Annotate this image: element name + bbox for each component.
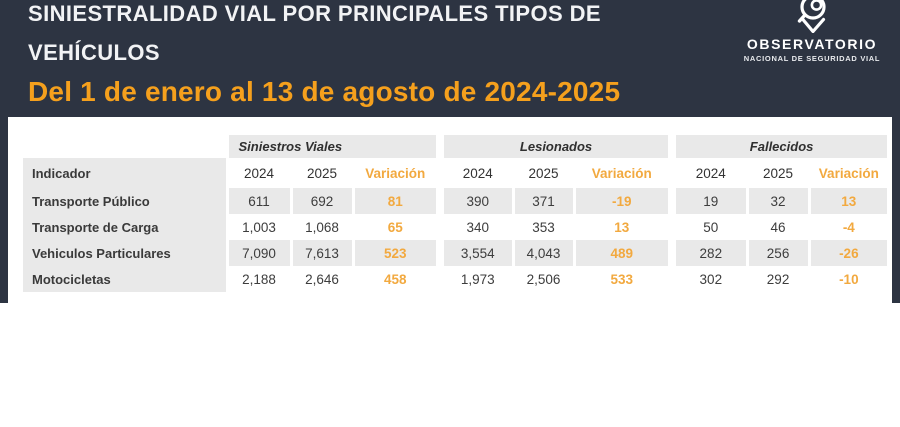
- col-header-variacion: Variación: [572, 158, 673, 188]
- col-header-2024: 2024: [436, 158, 514, 188]
- table-cell: 390: [436, 188, 514, 214]
- group-header-fallecidos: Fallecidos: [668, 135, 888, 158]
- col-header-2025: 2025: [511, 158, 575, 188]
- row-header-indicador: Indicador: [23, 158, 227, 188]
- table-cell: 4,043: [511, 240, 575, 266]
- row-label: Motocicletas: [23, 266, 227, 292]
- row-label: Vehiculos Particulares: [23, 240, 227, 266]
- table-cell: 611: [225, 188, 291, 214]
- date-range-subtitle: Del 1 de enero al 13 de agosto de 2024-2…: [28, 76, 621, 107]
- table-row-vehiculos-particulares: Vehiculos Particulares 7,090 7,613 523 3…: [23, 240, 888, 266]
- magnifier-pin-icon: [737, 0, 887, 33]
- table-cell: 2,506: [511, 266, 575, 292]
- table-cell: 7,613: [289, 240, 353, 266]
- table-cell-variacion: 523: [351, 240, 441, 266]
- logo-tagline: NACIONAL DE SEGURIDAD VIAL: [743, 54, 881, 63]
- logo-name: OBSERVATORIO: [746, 36, 878, 52]
- table-cell: 32: [745, 188, 810, 214]
- corner-cell: [23, 135, 227, 158]
- page-title-line1: SINIESTRALIDAD VIAL POR PRINCIPALES TIPO…: [28, 1, 601, 26]
- col-header-variacion: Variación: [351, 158, 441, 188]
- table-cell: 2,646: [289, 266, 353, 292]
- table-cell-variacion: 81: [351, 188, 441, 214]
- table-cell-variacion: 65: [351, 214, 441, 240]
- table-cell: 19: [668, 188, 748, 214]
- table-cell: 292: [745, 266, 810, 292]
- table-cell: 1,003: [225, 214, 291, 240]
- group-header-row: Siniestros Viales Lesionados Fallecidos: [23, 135, 888, 158]
- table-cell: 3,554: [436, 240, 514, 266]
- col-header-2024: 2024: [225, 158, 291, 188]
- table-row-motocicletas: Motocicletas 2,188 2,646 458 1,973 2,506…: [23, 266, 888, 292]
- table-cell-variacion: 458: [351, 266, 441, 292]
- table-cell: 256: [745, 240, 810, 266]
- row-label: Transporte Público: [23, 188, 227, 214]
- table-cell: 692: [289, 188, 353, 214]
- observatorio-logo: OBSERVATORIO NACIONAL DE SEGURIDAD VIAL: [737, 0, 887, 63]
- col-header-2024: 2024: [668, 158, 748, 188]
- table-cell: 1,068: [289, 214, 353, 240]
- table-cell: 302: [668, 266, 748, 292]
- table-cell-variacion: 13: [807, 188, 888, 214]
- table-cell: 46: [745, 214, 810, 240]
- table-cell-variacion: 489: [572, 240, 673, 266]
- table-cell: 7,090: [225, 240, 291, 266]
- row-label: Transporte de Carga: [23, 214, 227, 240]
- header-text-block: SINIESTRALIDAD VIAL POR PRINCIPALES TIPO…: [28, 0, 620, 109]
- page-title-line2: VEHÍCULOS: [28, 40, 160, 65]
- col-header-2025: 2025: [745, 158, 810, 188]
- table-cell: 2,188: [225, 266, 291, 292]
- table-cell: 353: [511, 214, 575, 240]
- col-header-variacion: Variación: [807, 158, 888, 188]
- group-header-lesionados: Lesionados: [436, 135, 673, 158]
- table-cell-variacion: 13: [572, 214, 673, 240]
- table-cell-variacion: -4: [807, 214, 888, 240]
- table-cell-variacion: -10: [807, 266, 888, 292]
- table-panel: Siniestros Viales Lesionados Fallecidos …: [8, 117, 892, 427]
- table-cell: 340: [436, 214, 514, 240]
- table-cell: 371: [511, 188, 575, 214]
- siniestralidad-table: Siniestros Viales Lesionados Fallecidos …: [23, 135, 888, 292]
- table-cell: 50: [668, 214, 748, 240]
- table-cell: 1,973: [436, 266, 514, 292]
- col-header-2025: 2025: [289, 158, 353, 188]
- group-header-siniestros: Siniestros Viales: [225, 135, 441, 158]
- table-cell-variacion: -19: [572, 188, 673, 214]
- table-cell-variacion: -26: [807, 240, 888, 266]
- table-cell: 282: [668, 240, 748, 266]
- table-row-transporte-publico: Transporte Público 611 692 81 390 371 -1…: [23, 188, 888, 214]
- year-header-row: Indicador 2024 2025 Variación 2024 2025 …: [23, 158, 888, 188]
- table-row-transporte-de-carga: Transporte de Carga 1,003 1,068 65 340 3…: [23, 214, 888, 240]
- table-cell-variacion: 533: [572, 266, 673, 292]
